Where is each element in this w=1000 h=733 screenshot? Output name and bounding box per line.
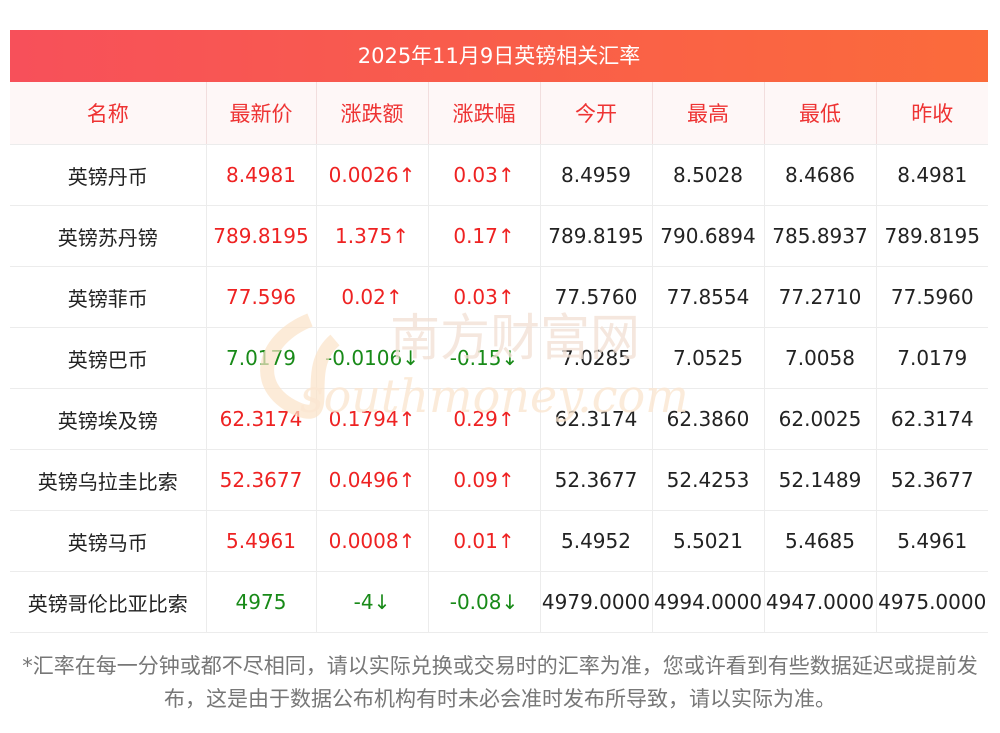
row-change: 0.02↑ bbox=[316, 266, 429, 328]
row-name: 英镑苏丹镑 bbox=[10, 205, 207, 267]
table-row: 英镑埃及镑 62.3174 0.1794↑ 0.29↑ 62.3174 62.3860 62… bbox=[10, 388, 988, 450]
row-open: 8.4959 bbox=[540, 144, 653, 206]
table-row: 英镑哥伦比亚比索 4975 -4↓ -0.08↓ 4979.0000 4994.0000 4… bbox=[10, 571, 988, 633]
row-change: 1.375↑ bbox=[316, 205, 429, 267]
row-name: 英镑菲币 bbox=[10, 266, 207, 328]
row-high: 790.6894 bbox=[652, 205, 765, 267]
row-latest: 789.8195 bbox=[206, 205, 317, 267]
header-open: 今开 bbox=[540, 82, 653, 145]
row-open: 5.4952 bbox=[540, 510, 653, 572]
row-prev-close: 4975.0000 bbox=[876, 571, 988, 633]
row-low: 8.4686 bbox=[764, 144, 877, 206]
header-latest: 最新价 bbox=[206, 82, 317, 145]
row-prev-close: 8.4981 bbox=[876, 144, 988, 206]
table-row: 英镑马币 5.4961 0.0008↑ 0.01↑ 5.4952 5.5021 5.4685… bbox=[10, 510, 988, 572]
row-change-pct: 0.17↑ bbox=[428, 205, 541, 267]
row-change-pct: 0.29↑ bbox=[428, 388, 541, 450]
header-name: 名称 bbox=[10, 82, 207, 145]
row-prev-close: 789.8195 bbox=[876, 205, 988, 267]
row-low: 4947.0000 bbox=[764, 571, 877, 633]
row-change-pct: 0.01↑ bbox=[428, 510, 541, 572]
row-name: 英镑丹币 bbox=[10, 144, 207, 206]
row-latest: 77.596 bbox=[206, 266, 317, 328]
row-high: 4994.0000 bbox=[652, 571, 765, 633]
header-change-pct: 涨跌幅 bbox=[428, 82, 541, 145]
row-open: 4979.0000 bbox=[540, 571, 653, 633]
row-change: -4↓ bbox=[316, 571, 429, 633]
row-name: 英镑巴币 bbox=[10, 327, 207, 389]
row-change: 0.0026↑ bbox=[316, 144, 429, 206]
row-change: 0.1794↑ bbox=[316, 388, 429, 450]
header-low: 最低 bbox=[764, 82, 877, 145]
header-prev-close: 昨收 bbox=[876, 82, 988, 145]
row-change: 0.0496↑ bbox=[316, 449, 429, 511]
disclaimer-note: *汇率在每一分钟或都不尽相同，请以实际兑换或交易时的汇率为准，您或许看到有些数据… bbox=[22, 654, 978, 711]
row-change-pct: 0.09↑ bbox=[428, 449, 541, 511]
rates-panel: 2025年11月9日英镑相关汇率 名称 最新价 涨跌额 涨跌幅 今开 最高 最低… bbox=[10, 30, 988, 633]
row-change: -0.0106↓ bbox=[316, 327, 429, 389]
page-title: 2025年11月9日英镑相关汇率 bbox=[10, 30, 988, 82]
row-low: 785.8937 bbox=[764, 205, 877, 267]
row-low: 52.1489 bbox=[764, 449, 877, 511]
rates-table: 名称 最新价 涨跌额 涨跌幅 今开 最高 最低 昨收 英镑丹币 8.4981 0.0… bbox=[10, 82, 988, 633]
row-name: 英镑马币 bbox=[10, 510, 207, 572]
row-name: 英镑哥伦比亚比索 bbox=[10, 571, 207, 633]
row-change-pct: -0.15↓ bbox=[428, 327, 541, 389]
row-open: 52.3677 bbox=[540, 449, 653, 511]
header-change: 涨跌额 bbox=[316, 82, 429, 145]
row-open: 7.0285 bbox=[540, 327, 653, 389]
row-change-pct: 0.03↑ bbox=[428, 266, 541, 328]
row-change-pct: 0.03↑ bbox=[428, 144, 541, 206]
row-prev-close: 7.0179 bbox=[876, 327, 988, 389]
table-row: 英镑苏丹镑 789.8195 1.375↑ 0.17↑ 789.8195 790.6894… bbox=[10, 205, 988, 267]
row-low: 5.4685 bbox=[764, 510, 877, 572]
row-prev-close: 52.3677 bbox=[876, 449, 988, 511]
row-open: 62.3174 bbox=[540, 388, 653, 450]
row-open: 77.5760 bbox=[540, 266, 653, 328]
row-high: 8.5028 bbox=[652, 144, 765, 206]
row-high: 5.5021 bbox=[652, 510, 765, 572]
table-header-row: 名称 最新价 涨跌额 涨跌幅 今开 最高 最低 昨收 bbox=[10, 82, 988, 145]
row-high: 7.0525 bbox=[652, 327, 765, 389]
row-prev-close: 5.4961 bbox=[876, 510, 988, 572]
table-row: 英镑丹币 8.4981 0.0026↑ 0.03↑ 8.4959 8.5028 8.4686… bbox=[10, 144, 988, 206]
row-high: 52.4253 bbox=[652, 449, 765, 511]
row-high: 77.8554 bbox=[652, 266, 765, 328]
row-low: 77.2710 bbox=[764, 266, 877, 328]
row-latest: 62.3174 bbox=[206, 388, 317, 450]
row-latest: 8.4981 bbox=[206, 144, 317, 206]
row-latest: 52.3677 bbox=[206, 449, 317, 511]
row-prev-close: 62.3174 bbox=[876, 388, 988, 450]
row-latest: 5.4961 bbox=[206, 510, 317, 572]
row-low: 7.0058 bbox=[764, 327, 877, 389]
row-name: 英镑埃及镑 bbox=[10, 388, 207, 450]
row-low: 62.0025 bbox=[764, 388, 877, 450]
row-high: 62.3860 bbox=[652, 388, 765, 450]
row-change: 0.0008↑ bbox=[316, 510, 429, 572]
row-prev-close: 77.5960 bbox=[876, 266, 988, 328]
table-row: 英镑乌拉圭比索 52.3677 0.0496↑ 0.09↑ 52.3677 52.4253… bbox=[10, 449, 988, 511]
header-high: 最高 bbox=[652, 82, 765, 145]
row-name: 英镑乌拉圭比索 bbox=[10, 449, 207, 511]
table-row: 英镑菲币 77.596 0.02↑ 0.03↑ 77.5760 77.8554 77.271… bbox=[10, 266, 988, 328]
row-open: 789.8195 bbox=[540, 205, 653, 267]
table-row: 英镑巴币 7.0179 -0.0106↓ -0.15↓ 7.0285 7.0525 7.00… bbox=[10, 327, 988, 389]
row-latest: 4975 bbox=[206, 571, 317, 633]
row-change-pct: -0.08↓ bbox=[428, 571, 541, 633]
row-latest: 7.0179 bbox=[206, 327, 317, 389]
